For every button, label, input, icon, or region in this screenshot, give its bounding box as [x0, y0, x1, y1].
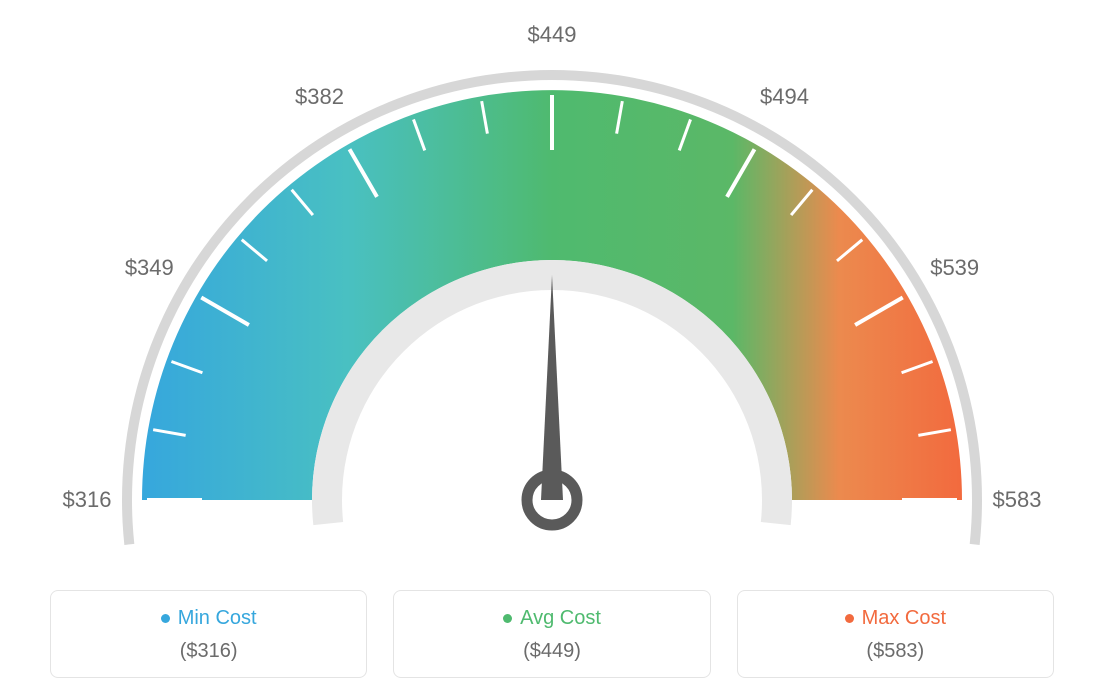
legend-card-min: Min Cost ($316)	[50, 590, 367, 678]
legend-dot-max	[845, 614, 854, 623]
legend-label-avg: Avg Cost	[520, 607, 601, 630]
legend-card-max: Max Cost ($583)	[737, 590, 1054, 678]
gauge-tick-label: $539	[930, 255, 979, 281]
gauge-tick-label: $449	[528, 22, 577, 48]
gauge-tick-label: $494	[760, 84, 809, 110]
legend-value-max: ($583)	[748, 640, 1043, 663]
gauge-tick-label: $583	[993, 487, 1042, 513]
legend-value-avg: ($449)	[404, 640, 699, 663]
gauge-tick-label: $382	[295, 84, 344, 110]
legend-row: Min Cost ($316) Avg Cost ($449) Max Cost…	[0, 590, 1104, 678]
gauge-tick-label: $316	[63, 487, 112, 513]
legend-label-min: Min Cost	[178, 607, 257, 630]
gauge-chart: $316 $349 $382 $449 $494 $539 $583	[0, 0, 1104, 560]
gauge-tick-label: $349	[125, 255, 174, 281]
legend-dot-min	[161, 614, 170, 623]
legend-value-min: ($316)	[61, 640, 356, 663]
legend-dot-avg	[503, 614, 512, 623]
legend-label-max: Max Cost	[862, 607, 946, 630]
legend-card-avg: Avg Cost ($449)	[393, 590, 710, 678]
